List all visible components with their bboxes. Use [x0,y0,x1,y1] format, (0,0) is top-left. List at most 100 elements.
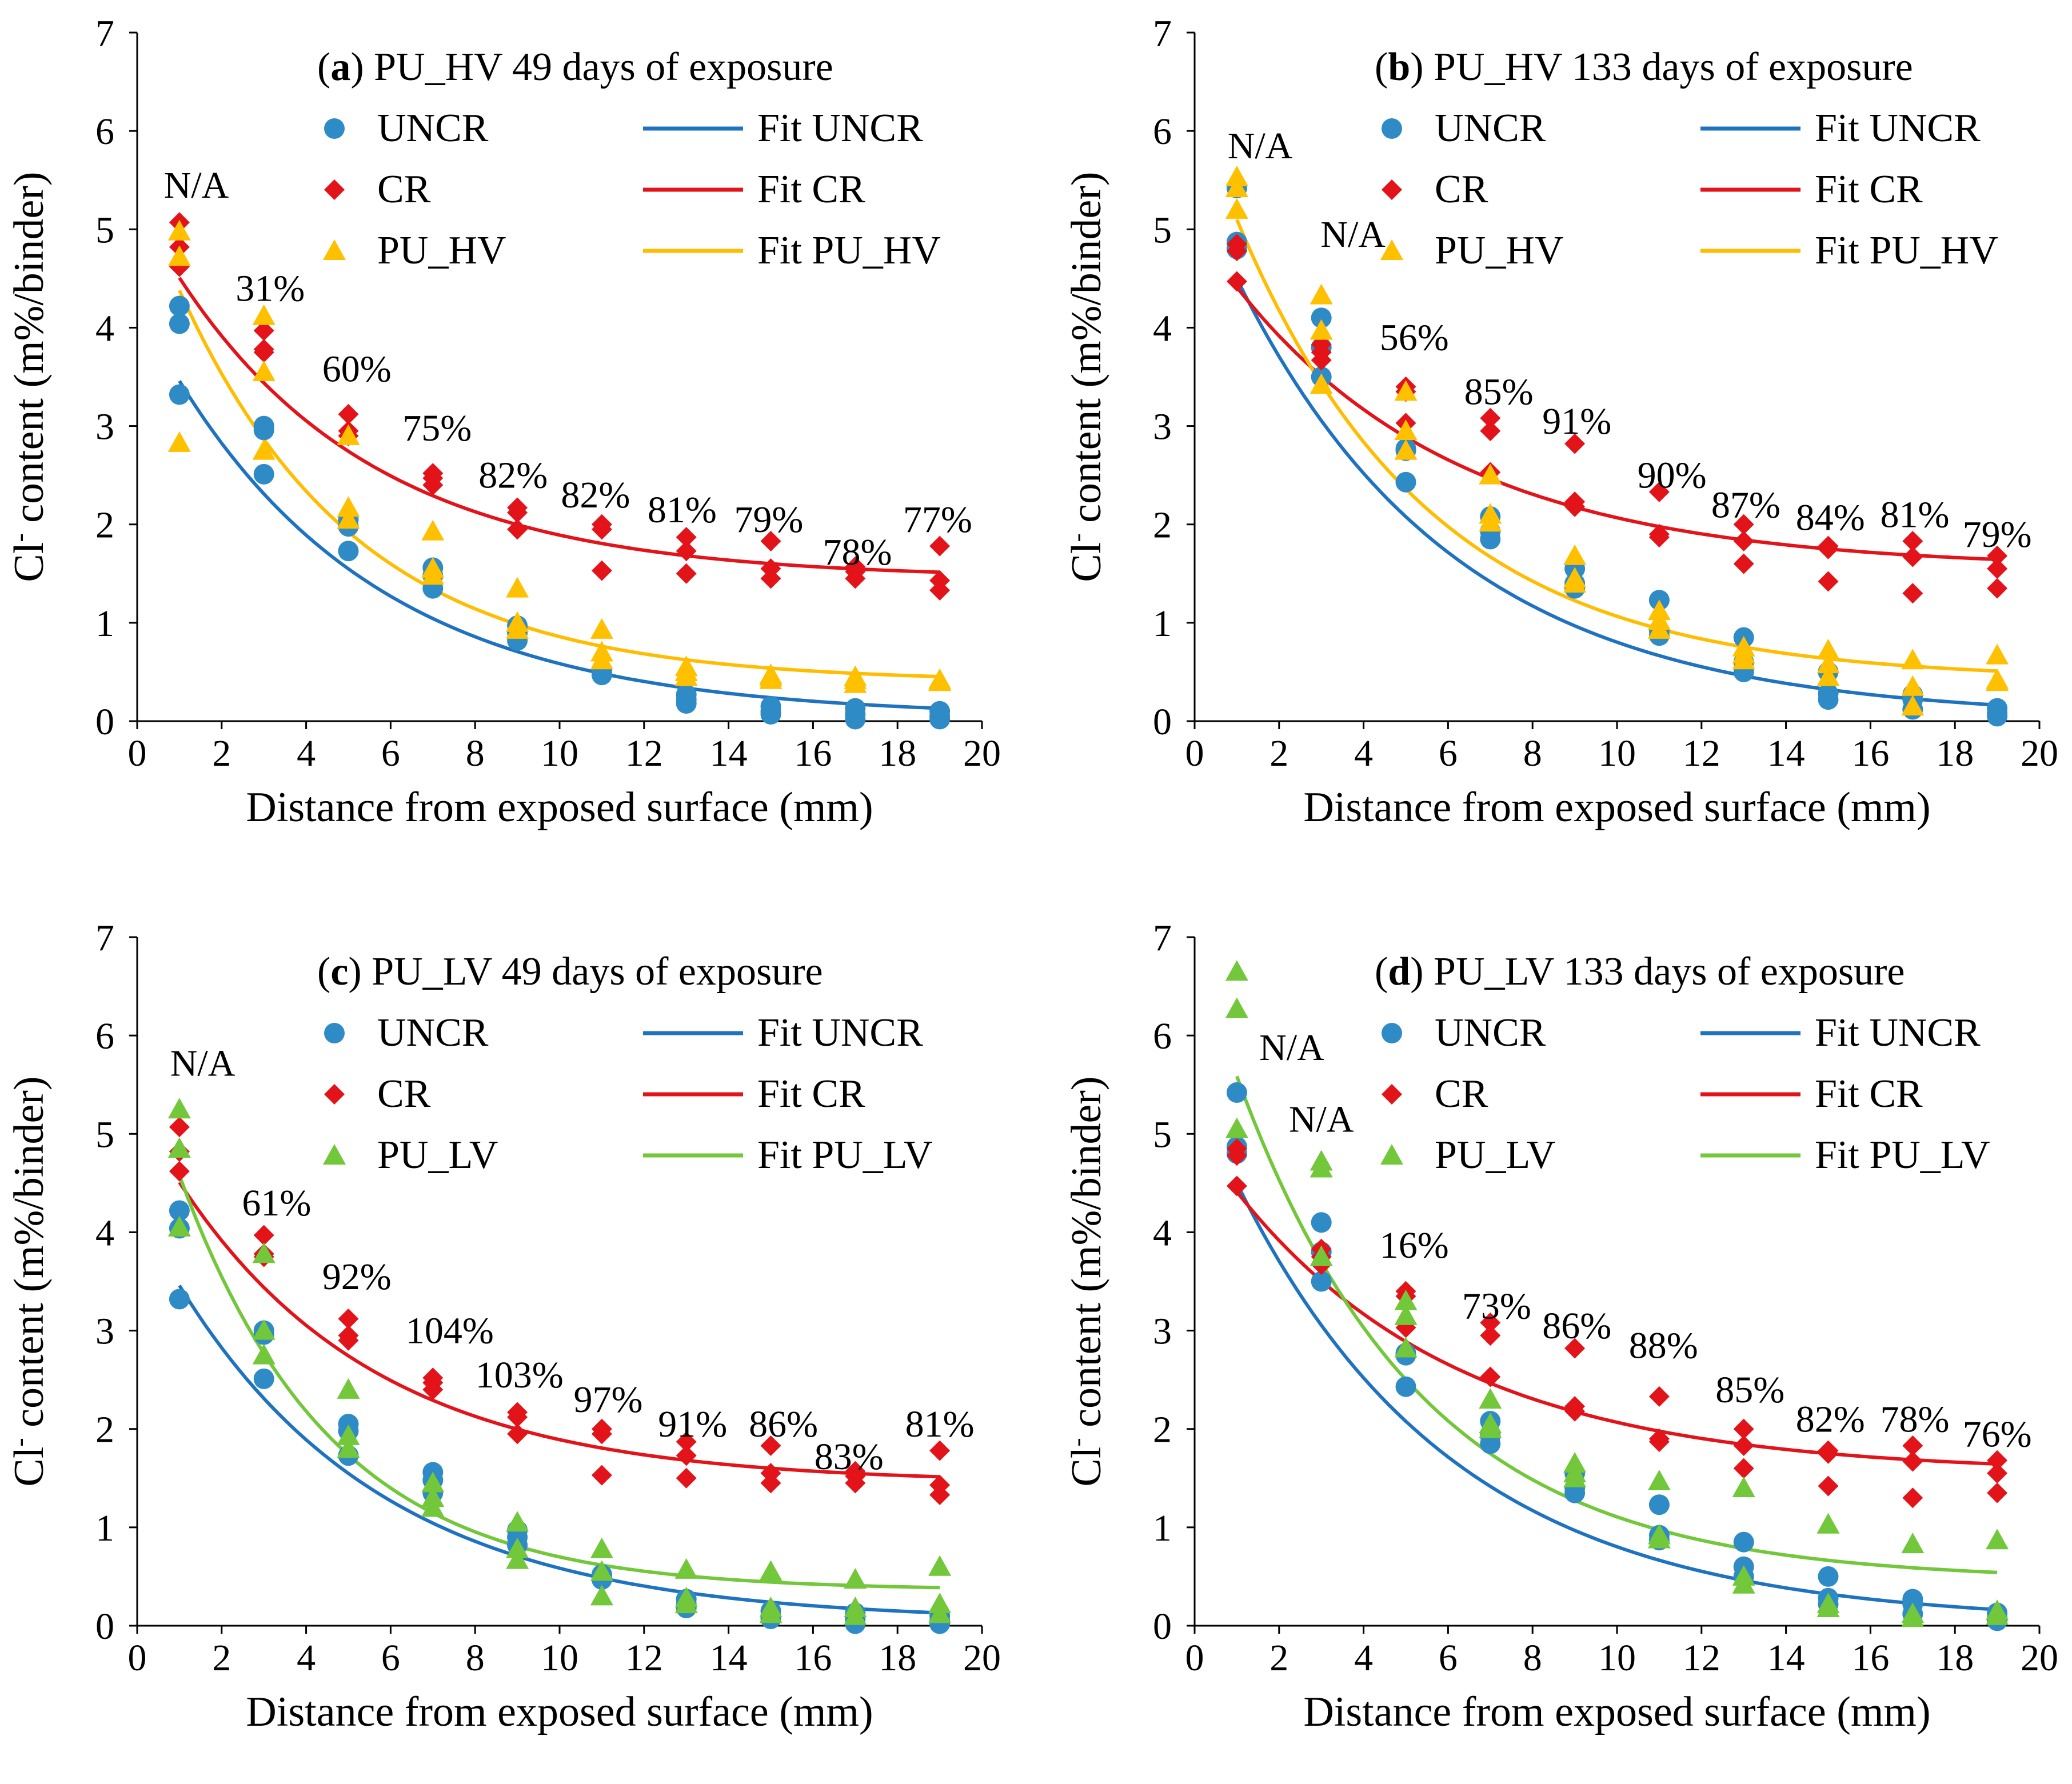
data-point-pu-lv [759,1560,783,1581]
data-annotation: 78% [1881,1399,1950,1441]
x-tick-label: 16 [794,1637,832,1679]
data-point-cr [169,1161,190,1182]
data-annotation: 82% [478,455,548,497]
data-point-pu-hv [1817,639,1840,660]
data-point-cr [929,580,951,601]
data-point-cr [507,1423,528,1445]
data-point-cr [676,541,697,562]
data-point-cr [1733,530,1754,551]
data-point-uncr [169,313,190,334]
legend-label: CR [377,1072,431,1116]
y-tick-label: 0 [1153,701,1172,743]
data-point-cr [1818,571,1839,592]
data-point-pu-lv [506,1537,529,1558]
data-point-cr [1648,1431,1670,1453]
data-point-uncr [1818,689,1839,710]
data-point-cr [1480,407,1501,429]
data-point-uncr [1226,1082,1247,1103]
data-point-uncr [1311,1271,1332,1292]
x-tick-label: 2 [212,1637,231,1679]
data-point-cr [1226,271,1247,292]
data-point-uncr [1311,307,1332,329]
x-axis-label: Distance from exposed surface (mm) [246,1689,873,1735]
data-point-uncr [169,1289,190,1310]
data-point-pu-hv [421,519,445,541]
x-tick-label: 6 [381,733,400,774]
data-annotation: 77% [903,499,972,541]
x-tick-label: 2 [1269,733,1288,774]
x-tick-label: 10 [1598,1637,1636,1679]
data-point-pu-hv [928,670,952,691]
data-point-pu-lv [1310,1245,1333,1266]
data-point-cr [1226,241,1247,262]
data-point-pu-lv [337,1424,360,1445]
legend-label: Fit UNCR [1815,106,1981,150]
data-point-pu-lv [928,1602,952,1623]
y-tick-label: 4 [95,1212,114,1254]
data-point-cr [1226,1175,1247,1197]
data-point-pu-lv [1901,1533,1925,1554]
data-point-pu-hv [337,424,360,445]
y-tick-label: 5 [95,209,114,251]
data-point-cr [507,519,528,540]
x-tick-label: 18 [879,1637,916,1679]
chart-title: (a) PU_HV 49 days of exposure [317,45,833,89]
data-point-uncr [1480,1433,1501,1454]
data-point-cr [591,1465,612,1486]
data-annotation: 90% [1638,455,1707,497]
legend-label: CR [1435,1072,1488,1116]
x-tick-label: 0 [1185,1637,1204,1679]
data-point-pu-hv [252,304,276,325]
data-point-pu-hv [506,577,529,598]
data-point-uncr [1564,1482,1586,1503]
data-point-cr [422,474,444,495]
x-tick-label: 16 [794,733,832,774]
data-point-pu-hv [252,439,276,460]
data-point-cr [929,1440,951,1461]
data-point-uncr [169,1200,190,1221]
fit-line-fit-pu-hv [1235,219,1998,673]
data-point-pu-lv [1225,960,1248,981]
x-tick-label: 14 [710,733,748,774]
data-point-cr [760,1473,781,1494]
data-point-cr [1480,1366,1501,1387]
data-annotation: 91% [1542,401,1611,442]
y-tick-label: 0 [1153,1606,1172,1647]
legend-label: Fit PU_HV [1815,229,1998,273]
data-point-pu-lv [1901,1606,1925,1627]
data-point-cr [929,1485,951,1506]
data-point-cr [1564,433,1586,454]
data-point-cr [1902,1487,1923,1509]
data-annotation: 81% [648,489,717,531]
x-tick-label: 2 [1269,1637,1288,1679]
data-point-pu-lv [759,1602,783,1623]
x-tick-label: 8 [1523,733,1542,774]
data-point-uncr [1987,706,2008,727]
chart-title: (b) PU_HV 133 days of exposure [1375,45,1913,89]
data-point-pu-hv [337,508,360,529]
fit-line-fit-uncr [178,1285,940,1615]
x-tick-label: 10 [541,1637,578,1679]
data-point-uncr [1480,529,1501,550]
data-point-pu-lv [928,1555,952,1576]
y-tick-label: 7 [95,917,114,959]
data-annotation: 92% [322,1256,392,1298]
legend-marker [1382,1023,1402,1043]
data-point-pu-lv [1817,1597,1840,1618]
fit-line-fit-pu-hv [178,289,940,678]
data-point-cr [1648,527,1670,548]
x-tick-label: 10 [1598,733,1636,774]
data-point-pu-hv [1986,670,2009,691]
data-annotation: 84% [1796,497,1865,539]
fit-line-fit-uncr [1235,1182,1998,1611]
legend-label: UNCR [1435,106,1546,150]
fit-line-fit-pu-lv [1235,1075,1998,1574]
data-annotation: 91% [658,1403,727,1445]
legend-label: Fit CR [757,167,865,211]
legend-marker [324,179,345,200]
y-tick-label: 3 [95,406,114,448]
data-annotation: 88% [1629,1325,1698,1366]
